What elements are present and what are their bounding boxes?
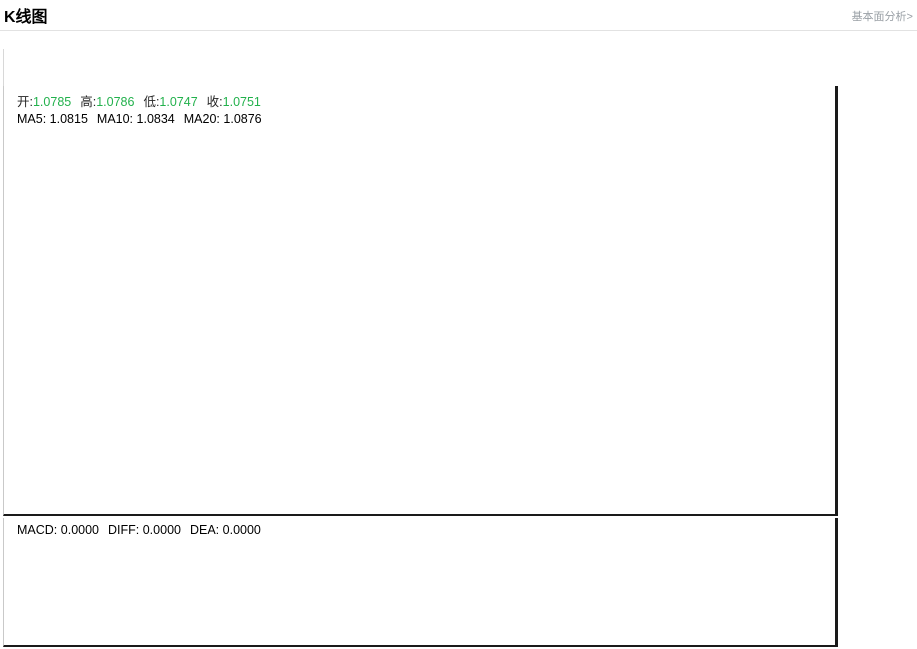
ma10-label: MA10:	[96, 112, 134, 126]
dea-label: DEA:	[189, 523, 220, 537]
ma10-value: 1.0834	[136, 112, 175, 126]
price-pane[interactable]	[3, 86, 835, 516]
candlestick-plot[interactable]	[4, 86, 835, 514]
ma5-label: MA5:	[17, 112, 47, 126]
page-header: K线图 基本面分析>	[0, 0, 917, 31]
timeframe-tabbar[interactable]	[3, 49, 4, 87]
low-value: 1.0747	[159, 95, 198, 109]
ma5-value: 1.0815	[49, 112, 88, 126]
dea-value: 0.0000	[222, 523, 261, 537]
macd-axis-rail	[835, 518, 838, 647]
open-value: 1.0785	[32, 95, 72, 109]
high-value: 1.0786	[96, 95, 135, 109]
chart-container: 开:1.0785 高:1.0786 低:1.0747 收:1.0751 MA5: 1.…	[3, 86, 914, 647]
diff-label: DIFF:	[108, 523, 140, 537]
macd-pane[interactable]	[3, 518, 835, 647]
ma20-label: MA20:	[183, 112, 220, 126]
price-legend-ohlc: 开:1.0785 高:1.0786 低:1.0747 收:1.0751	[17, 94, 262, 111]
macd-label: MACD:	[17, 523, 58, 537]
close-label: 收:	[206, 95, 223, 109]
high-label: 高:	[80, 95, 97, 109]
macd-value: 0.0000	[60, 523, 99, 537]
diff-value: 0.0000	[142, 523, 181, 537]
price-legend-ma: MA5: 1.0815 MA10: 1.0834 MA20: 1.0876	[17, 111, 262, 128]
low-label: 低:	[143, 95, 160, 109]
page-title: K线图	[4, 9, 48, 26]
ma20-value: 1.0876	[223, 112, 262, 126]
open-label: 开:	[17, 95, 33, 109]
close-value: 1.0751	[222, 95, 261, 109]
fundamental-analysis-link[interactable]: 基本面分析>	[851, 11, 913, 23]
price-legend: 开:1.0785 高:1.0786 低:1.0747 收:1.0751 MA5: 1.…	[17, 94, 262, 128]
macd-legend: MACD: 0.0000 DIFF: 0.0000 DEA: 0.0000	[17, 522, 261, 539]
price-axis-rail	[835, 86, 838, 516]
